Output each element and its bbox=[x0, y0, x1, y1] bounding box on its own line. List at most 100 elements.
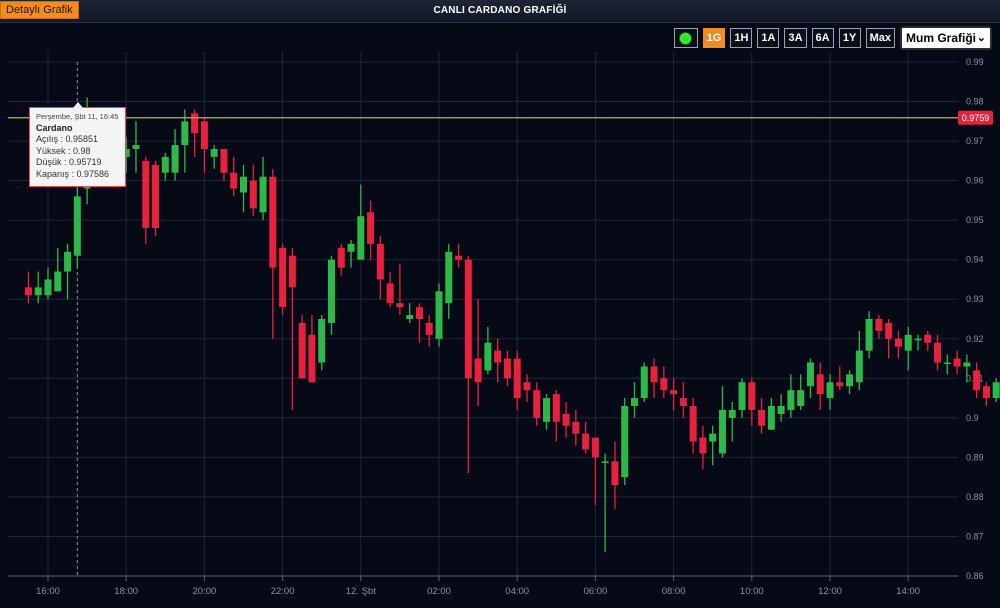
y-tick-label: 0.87 bbox=[966, 531, 984, 541]
x-tick-label: 06:00 bbox=[584, 586, 608, 597]
candle-body bbox=[327, 259, 335, 323]
candle-body bbox=[572, 421, 580, 434]
candle-tooltip: Perşembe, Şbt 11, 16:45 Cardano Açılış :… bbox=[29, 102, 126, 187]
candle-body bbox=[797, 390, 805, 406]
candle-body bbox=[640, 366, 648, 399]
candle-body bbox=[132, 145, 140, 149]
candle-body bbox=[914, 338, 922, 341]
candles bbox=[24, 97, 1000, 553]
x-tick-label: 20:00 bbox=[193, 586, 217, 597]
candle-body bbox=[494, 350, 502, 363]
range-button-1h[interactable]: 1H bbox=[730, 28, 753, 48]
candle-body bbox=[230, 172, 238, 189]
candle-body bbox=[992, 382, 1000, 399]
tooltip-date: Perşembe, Şbt 11, 16:45 bbox=[36, 112, 119, 121]
x-tick-label: 16:00 bbox=[36, 586, 60, 597]
candle-body bbox=[73, 196, 81, 256]
candle-body bbox=[210, 148, 218, 157]
range-button-3a[interactable]: 3A bbox=[784, 28, 807, 48]
candle-body bbox=[181, 121, 189, 146]
candle-body bbox=[865, 319, 873, 351]
y-tick-label: 0.9 bbox=[966, 413, 979, 423]
x-tick-label: 12. Şbt bbox=[346, 586, 376, 597]
candle-body bbox=[171, 145, 179, 173]
candle-body bbox=[142, 160, 150, 229]
x-tick-label: 10:00 bbox=[740, 586, 764, 597]
candle-body bbox=[943, 362, 951, 364]
candle-body bbox=[415, 307, 423, 319]
candle-body bbox=[748, 382, 756, 410]
y-tick-label: 0.93 bbox=[966, 294, 984, 304]
candle-body bbox=[846, 374, 854, 387]
candle-body bbox=[953, 358, 961, 367]
candle-body bbox=[288, 255, 296, 288]
candle-body bbox=[982, 386, 990, 399]
candle-body bbox=[591, 437, 599, 458]
candle-body bbox=[855, 350, 863, 383]
range-button-1y[interactable]: 1Y bbox=[838, 28, 861, 48]
header-bar: Detaylı Grafik CANLI CARDANO GRAFİĞİ bbox=[0, 0, 1000, 23]
candle-body bbox=[699, 437, 707, 454]
candle-body bbox=[875, 319, 883, 331]
candle-body bbox=[552, 394, 560, 422]
candle-body bbox=[894, 338, 902, 347]
y-tick-label: 0.89 bbox=[966, 452, 984, 462]
candle-body bbox=[308, 334, 316, 383]
candle-body bbox=[376, 243, 384, 280]
tooltip-caret bbox=[73, 102, 83, 108]
candle-body bbox=[826, 382, 834, 399]
range-toolbar: 1G 1H 1A 3A 6A 1Y Max Mum Grafiği ⌄ bbox=[673, 26, 992, 50]
x-axis: 16:00 18:00 20:00 22:00 12. Şbt 02:00 04:00 06:… bbox=[8, 575, 958, 597]
range-button-6a[interactable]: 6A bbox=[811, 28, 834, 48]
candle-body bbox=[816, 374, 824, 395]
candle-body bbox=[54, 271, 62, 292]
candle-body bbox=[259, 176, 267, 213]
chart-type-select[interactable]: Mum Grafiği ⌄ bbox=[900, 26, 992, 50]
candle-body bbox=[455, 255, 463, 260]
candle-body bbox=[386, 283, 394, 304]
range-button-1g[interactable]: 1G bbox=[702, 28, 726, 48]
candle-body bbox=[767, 405, 775, 430]
tooltip-open: Açılış : 0.95851 bbox=[36, 134, 99, 145]
candle-body bbox=[279, 247, 287, 308]
x-tick-label: 22:00 bbox=[271, 586, 295, 597]
candle-body bbox=[249, 180, 257, 209]
candle-body bbox=[582, 433, 590, 450]
x-tick-label: 08:00 bbox=[662, 586, 686, 597]
detailed-chart-button[interactable]: Detaylı Grafik bbox=[0, 1, 79, 19]
candle-body bbox=[738, 382, 746, 410]
y-tick-label: 0.94 bbox=[966, 255, 984, 265]
candle-body bbox=[152, 164, 160, 229]
candle-body bbox=[318, 319, 326, 363]
candle-body bbox=[269, 176, 277, 268]
tooltip-close: Kapanış : 0.97586 bbox=[36, 168, 110, 179]
candle-body bbox=[934, 342, 942, 363]
candle-body bbox=[973, 370, 981, 391]
tooltip-high: Yüksek : 0.98 bbox=[36, 145, 91, 156]
candle-body bbox=[513, 358, 521, 399]
y-tick-label: 0.98 bbox=[966, 97, 984, 107]
range-button-max[interactable]: Max bbox=[865, 28, 895, 48]
candle-body bbox=[679, 398, 687, 406]
candle-body bbox=[787, 390, 795, 410]
x-tick-label: 12:00 bbox=[818, 586, 842, 597]
candle-body bbox=[191, 113, 199, 134]
candle-body bbox=[523, 382, 531, 391]
y-tick-label: 0.97 bbox=[966, 136, 984, 146]
tooltip-low: Düşük : 0.95719 bbox=[36, 157, 102, 168]
x-tick-label: 18:00 bbox=[114, 586, 138, 597]
y-tick-label: 0.88 bbox=[966, 492, 984, 502]
candle-body bbox=[406, 315, 414, 319]
candle-body bbox=[836, 382, 844, 387]
y-tick-label: 0.96 bbox=[966, 176, 984, 186]
x-tick-label: 04:00 bbox=[505, 586, 529, 597]
candle-body bbox=[758, 409, 766, 426]
live-toggle-button[interactable] bbox=[673, 28, 698, 48]
live-dot-icon bbox=[679, 31, 693, 45]
candle-body bbox=[122, 148, 130, 157]
candle-body bbox=[562, 413, 570, 426]
range-button-1a[interactable]: 1A bbox=[757, 28, 780, 48]
candle-body bbox=[543, 398, 551, 422]
